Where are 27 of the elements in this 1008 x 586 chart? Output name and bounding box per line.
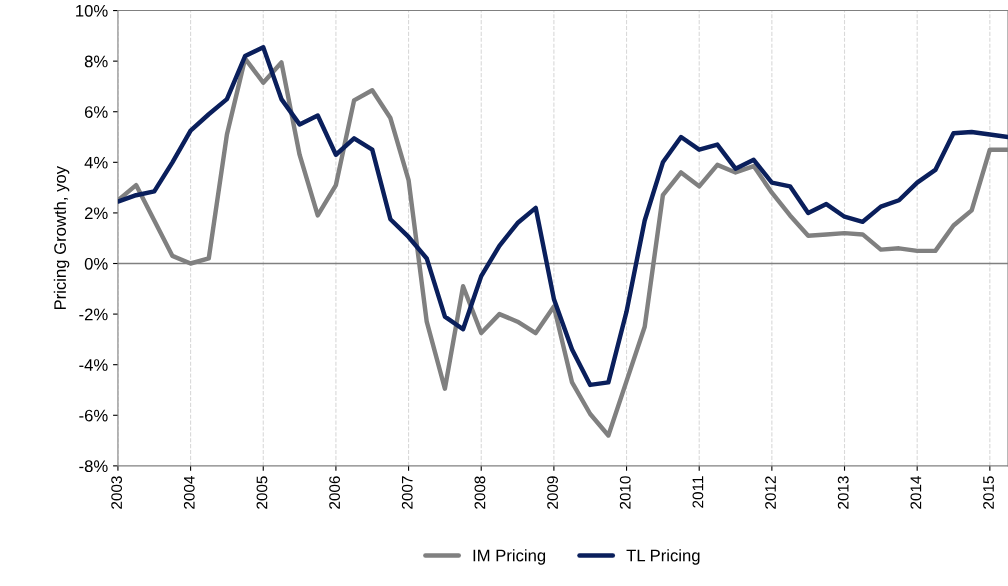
legend-label: TL Pricing xyxy=(626,549,700,565)
y-tick-label: 6% xyxy=(84,106,108,118)
x-tick-label: 2009 xyxy=(547,476,558,509)
y-axis-title: Pricing Growth, yoy xyxy=(53,165,70,310)
x-tick-label: 2014 xyxy=(910,476,922,509)
x-tick-label: 2006 xyxy=(329,476,341,509)
x-tick-label: 2013 xyxy=(837,476,849,509)
y-tick-label: 4% xyxy=(84,156,108,169)
x-tick-label: 2010 xyxy=(619,476,631,509)
x-tick-label: 2012 xyxy=(765,476,776,509)
x-tick-label: 2007 xyxy=(401,476,413,509)
y-tick-label: 2% xyxy=(84,207,108,220)
y-tick-label: 0% xyxy=(84,257,108,270)
y-tick-label: -4% xyxy=(79,359,108,371)
y-tick-label: 8% xyxy=(84,55,108,68)
y-tick-label: 10% xyxy=(76,4,108,17)
x-tick-label: 2015 xyxy=(983,476,994,509)
x-tick-label: 2011 xyxy=(692,476,704,508)
x-tick-label: 2003 xyxy=(111,476,123,509)
y-tick-label: -2% xyxy=(79,308,108,321)
line-series xyxy=(117,45,1008,388)
y-tick-label: -8% xyxy=(79,460,108,473)
y-tick-label: -6% xyxy=(79,409,108,422)
x-tick-label: 2005 xyxy=(256,476,268,509)
legend-label: IM Pricing xyxy=(473,549,546,565)
x-tick-label: 2008 xyxy=(474,476,486,509)
x-tick-label: 2004 xyxy=(183,476,195,509)
